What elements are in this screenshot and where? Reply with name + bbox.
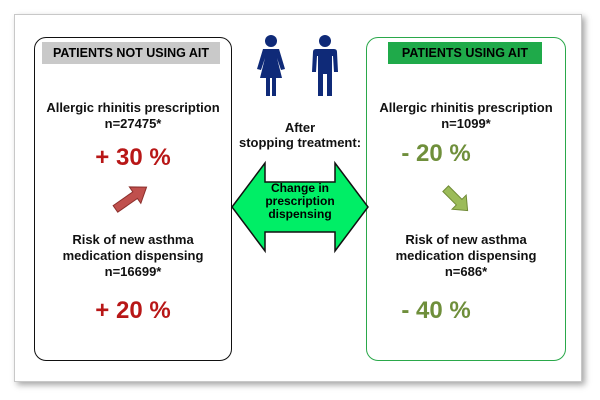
right-rhinitis-title: Allergic rhinitis prescription xyxy=(379,100,553,115)
after-line2: stopping treatment: xyxy=(238,135,362,150)
left-asthma-n: n=16699* xyxy=(104,264,162,279)
arrow-label-line3: dispensing xyxy=(268,207,332,221)
left-rhinitis-n: n=27475* xyxy=(104,116,162,131)
male-person-icon xyxy=(312,35,338,96)
left-asthma-line2: medication dispensing xyxy=(62,248,204,263)
double-arrow-label: Change in prescription dispensing xyxy=(252,182,348,221)
right-asthma-line1: Risk of new asthma xyxy=(405,232,527,247)
tag-not-using-ait: PATIENTS NOT USING AIT xyxy=(42,42,220,64)
right-asthma-line2: medication dispensing xyxy=(395,248,537,263)
arrow-label-line1: Change in xyxy=(270,181,329,195)
left-rhinitis-title: Allergic rhinitis prescription xyxy=(46,100,220,115)
left-rhinitis-change: + 30 % xyxy=(95,144,171,171)
double-arrow-icon xyxy=(231,160,369,254)
arrow-label-line2: prescription xyxy=(265,194,335,208)
left-asthma-change: + 20 % xyxy=(95,297,171,324)
left-asthma-line1: Risk of new asthma xyxy=(72,232,194,247)
after-line1: After xyxy=(284,120,316,135)
increase-arrow-icon xyxy=(112,186,148,213)
right-asthma-n: n=686* xyxy=(444,264,488,279)
tag-using-ait: PATIENTS USING AIT xyxy=(388,42,542,64)
decrease-arrow-icon xyxy=(442,185,469,212)
right-rhinitis-n: n=1099* xyxy=(441,116,491,131)
right-asthma-change: - 40 % xyxy=(401,297,471,324)
female-person-icon xyxy=(257,35,285,96)
right-rhinitis-change: - 20 % xyxy=(401,140,471,167)
